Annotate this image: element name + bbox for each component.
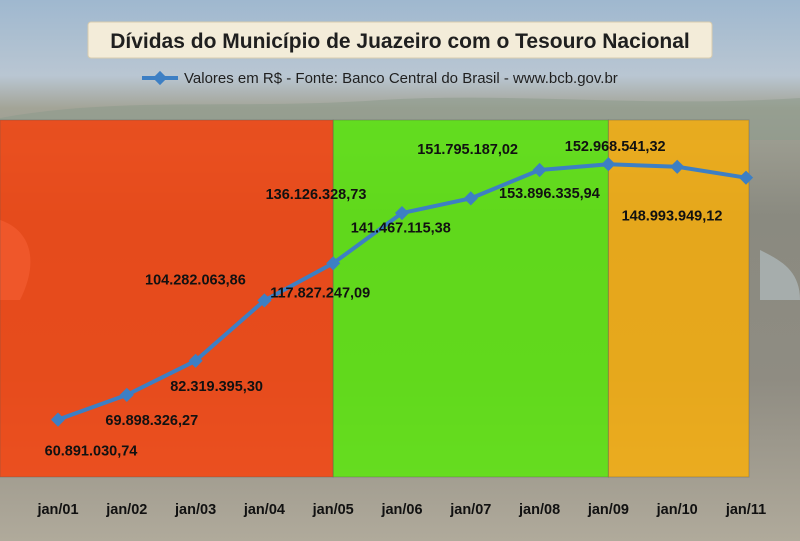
x-axis-ticks: jan/01 jan/02 jan/03 jan/04 jan/05 jan/06 jan/… (36, 502, 766, 518)
chart-title-box (87, 21, 713, 59)
data-label: 69.898.326,27 (105, 413, 198, 429)
data-label: 60.891.030,74 (45, 444, 138, 460)
data-label: 82.319.395,30 (170, 379, 263, 395)
chart-title: Dívidas do Município de Juazeiro com o T… (110, 30, 690, 53)
background-band (607, 119, 750, 478)
x-tick-label: jan/04 (243, 502, 285, 518)
data-label: 151.795.187,02 (417, 142, 518, 158)
x-tick-label: jan/03 (174, 502, 216, 518)
x-tick-label: jan/06 (380, 502, 422, 518)
x-tick-label: jan/10 (656, 502, 698, 518)
data-label: 153.896.335,94 (499, 186, 600, 202)
data-label: 152.968.541,32 (565, 139, 666, 155)
data-label: 148.993.949,12 (622, 209, 723, 225)
series-markers (50, 157, 754, 427)
data-point-marker (50, 412, 66, 427)
background-band (332, 119, 609, 478)
x-tick-label: jan/02 (105, 502, 147, 518)
data-point-marker (188, 353, 203, 368)
data-point-marker (670, 159, 685, 174)
data-label: 104.282.063,86 (145, 272, 246, 288)
data-point-marker (394, 205, 410, 221)
data-label: 141.467.115,38 (351, 220, 451, 236)
x-tick-label: jan/01 (36, 502, 78, 518)
x-tick-label: jan/08 (518, 502, 560, 518)
data-point-marker (532, 162, 547, 178)
data-point-marker (463, 191, 478, 206)
data-labels: 60.891.030,74 69.898.326,27 82.319.395,30 1… (45, 139, 723, 460)
data-label: 136.126.328,73 (266, 187, 367, 203)
x-tick-label: jan/07 (449, 502, 491, 518)
data-point-marker (257, 293, 272, 308)
data-label: 117.827.247,09 (270, 285, 370, 301)
x-tick-label: jan/11 (725, 502, 766, 518)
x-tick-label: jan/09 (587, 502, 629, 518)
x-tick-label: jan/05 (312, 502, 354, 518)
data-point-marker (326, 256, 341, 271)
data-point-marker (119, 387, 134, 402)
data-point-marker (738, 170, 754, 185)
legend-entry: Valores em R$ - Fonte: Banco Central do … (184, 70, 618, 87)
data-point-marker (601, 157, 616, 172)
legend: Valores em R$ - Fonte: Banco Central do … (142, 70, 618, 87)
legend-marker-swatch (152, 70, 168, 86)
